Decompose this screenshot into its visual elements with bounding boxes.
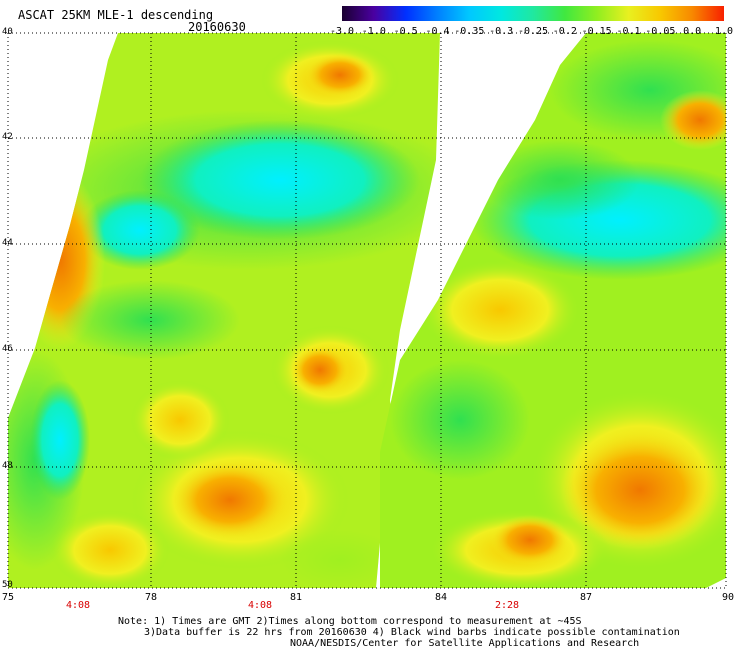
time-label: 2:28	[495, 600, 520, 611]
note-line-3: NOAA/NESDIS/Center for Satellite Applica…	[290, 638, 640, 649]
lon-label-90: 90	[722, 592, 735, 603]
colorbar-tick-label: -0.1	[616, 26, 641, 37]
lat-label-46: 46	[2, 344, 13, 354]
time-label: 4:08	[66, 600, 91, 611]
lon-label-87: 87	[580, 592, 593, 603]
colorbar-tick-label: -0.3	[489, 26, 514, 37]
colorbar-tick-label: -0.4	[425, 26, 450, 37]
lat-label-44: 44	[2, 238, 13, 248]
colorbar-tick-label: -0.05	[645, 26, 676, 37]
time-label: 4:08	[248, 600, 273, 611]
colorbar-tick-label: -0.2	[552, 26, 577, 37]
lon-label-78: 78	[145, 592, 158, 603]
colorbar-tick-label: -0.15	[581, 26, 612, 37]
lon-label-84: 84	[435, 592, 448, 603]
colorbar-tick-label: 1.0	[714, 26, 734, 37]
map-title: ASCAT 25KM MLE-1 descending	[18, 8, 214, 22]
lat-label-40: 40	[2, 27, 13, 37]
right-swath	[380, 33, 726, 588]
colorbar-tick-label: -0.35	[454, 26, 485, 37]
map-date: 20160630	[188, 20, 246, 34]
lat-label-48: 48	[2, 461, 13, 471]
note-line-1: Note: 1) Times are GMT 2)Times along bot…	[118, 616, 582, 627]
colorbar-tick-label: -3.0	[329, 26, 355, 37]
colorbar-tick-label: -1.0	[361, 26, 386, 37]
lat-label-42: 42	[2, 132, 13, 142]
note-line-2: 3)Data buffer is 22 hrs from 20160630 4)…	[144, 627, 680, 638]
colorbar-tick-label: 0.0	[683, 26, 702, 37]
lon-label-75: 75	[2, 592, 15, 603]
colorbar	[342, 6, 724, 21]
colorbar-tick-label: -0.25	[517, 26, 549, 37]
grid-lines	[7, 32, 727, 589]
colorbar-tick-label: -0.5	[393, 26, 418, 37]
lat-label-50: 50	[2, 580, 13, 590]
lon-label-81: 81	[290, 592, 303, 603]
